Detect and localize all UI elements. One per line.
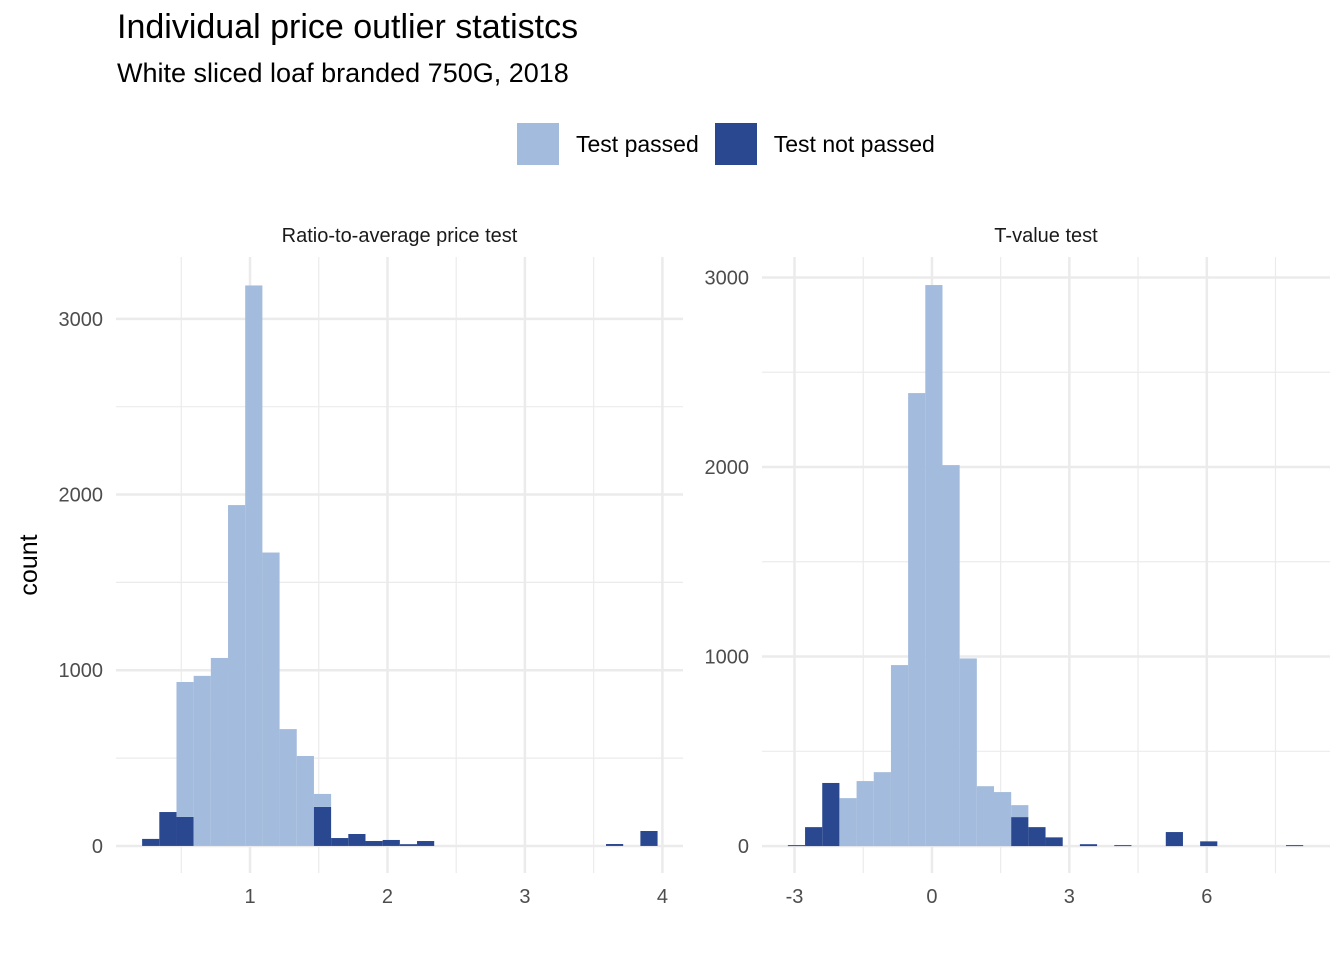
bar-passed <box>873 772 891 847</box>
y-tick-label: 2000 <box>705 457 750 479</box>
y-axis-label: count <box>15 534 43 595</box>
bar-not-passed <box>142 838 160 846</box>
bar-not-passed <box>1286 845 1304 847</box>
facet-strip-label: T-value test <box>994 225 1098 247</box>
bar-not-passed <box>1011 817 1029 847</box>
bar-passed <box>279 729 297 846</box>
bar-passed <box>245 285 263 846</box>
bar-not-passed <box>313 806 332 846</box>
bar-passed <box>262 552 280 846</box>
bar-passed <box>176 682 194 817</box>
bar-not-passed <box>399 844 418 846</box>
legend-key-not-passed <box>714 123 757 165</box>
bar-passed <box>313 793 332 807</box>
bar-not-passed <box>382 839 400 846</box>
bar-passed <box>228 505 246 846</box>
legend-label-passed: Test passed <box>576 130 699 157</box>
legend-label-not-passed: Test not passed <box>773 130 935 157</box>
bar-passed <box>210 657 229 846</box>
y-tick-label: 0 <box>92 836 103 858</box>
bar-passed <box>925 285 943 847</box>
bar-passed <box>976 786 995 847</box>
bar-not-passed <box>1200 841 1218 847</box>
bar-passed <box>856 781 874 847</box>
legend: Test passed Test not passed <box>517 123 951 165</box>
bar-not-passed <box>1079 844 1098 847</box>
bar-passed <box>908 393 926 847</box>
x-tick-label: 6 <box>1201 886 1212 908</box>
bar-not-passed <box>1114 845 1132 847</box>
x-tick-label: 1 <box>244 886 255 908</box>
bar-not-passed <box>606 844 624 846</box>
bar-passed <box>994 792 1012 847</box>
bar-not-passed <box>331 838 349 846</box>
legend-key-passed <box>517 123 559 165</box>
y-tick-label: 3000 <box>59 309 104 331</box>
bar-not-passed <box>640 831 658 846</box>
x-tick-label: 4 <box>657 886 668 908</box>
bar-not-passed <box>159 812 177 846</box>
x-tick-label: 0 <box>926 886 937 908</box>
panel-2: 0 1000 2000 3000 -3 0 3 6 T-value test <box>705 225 1330 908</box>
bar-not-passed <box>1165 832 1183 847</box>
bar-not-passed <box>417 841 435 846</box>
bar-not-passed <box>348 833 366 846</box>
bar-not-passed <box>176 816 194 846</box>
x-tick-label: 3 <box>1064 886 1075 908</box>
chart-title: Individual price outlier statistcs <box>117 8 579 46</box>
y-tick-label: 1000 <box>59 660 104 682</box>
bar-passed <box>890 665 909 847</box>
panel-1: 0 1000 2000 3000 1 2 3 4 Ratio-to-average price … <box>59 225 683 908</box>
x-tick-label: 2 <box>382 886 393 908</box>
y-tick-label: 2000 <box>59 485 104 507</box>
y-tick-label: 3000 <box>705 267 750 289</box>
bar-not-passed <box>787 845 806 847</box>
x-tick-label: 3 <box>519 886 530 908</box>
bar-not-passed <box>805 827 823 847</box>
y-tick-label: 0 <box>738 836 749 858</box>
bar-not-passed <box>365 841 383 846</box>
bar-passed <box>942 465 960 847</box>
bar-passed <box>296 755 314 846</box>
chart-subtitle: White sliced loaf branded 750G, 2018 <box>117 58 569 88</box>
bar-not-passed <box>1028 827 1046 847</box>
bar-passed <box>193 675 211 846</box>
bar-passed <box>959 658 977 847</box>
bar-passed <box>1011 805 1029 818</box>
bar-passed <box>839 798 857 847</box>
x-tick-label: -3 <box>786 886 804 908</box>
bar-not-passed <box>822 782 840 847</box>
bar-not-passed <box>1045 837 1063 847</box>
facet-strip-label: Ratio-to-average price test <box>282 225 518 247</box>
y-tick-label: 1000 <box>705 647 750 669</box>
